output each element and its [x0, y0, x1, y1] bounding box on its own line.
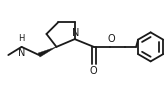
Text: N: N [72, 28, 79, 38]
Text: O: O [90, 66, 98, 76]
Text: O: O [108, 34, 115, 44]
Text: N: N [18, 48, 25, 58]
Polygon shape [38, 47, 56, 57]
Text: H: H [18, 34, 25, 43]
